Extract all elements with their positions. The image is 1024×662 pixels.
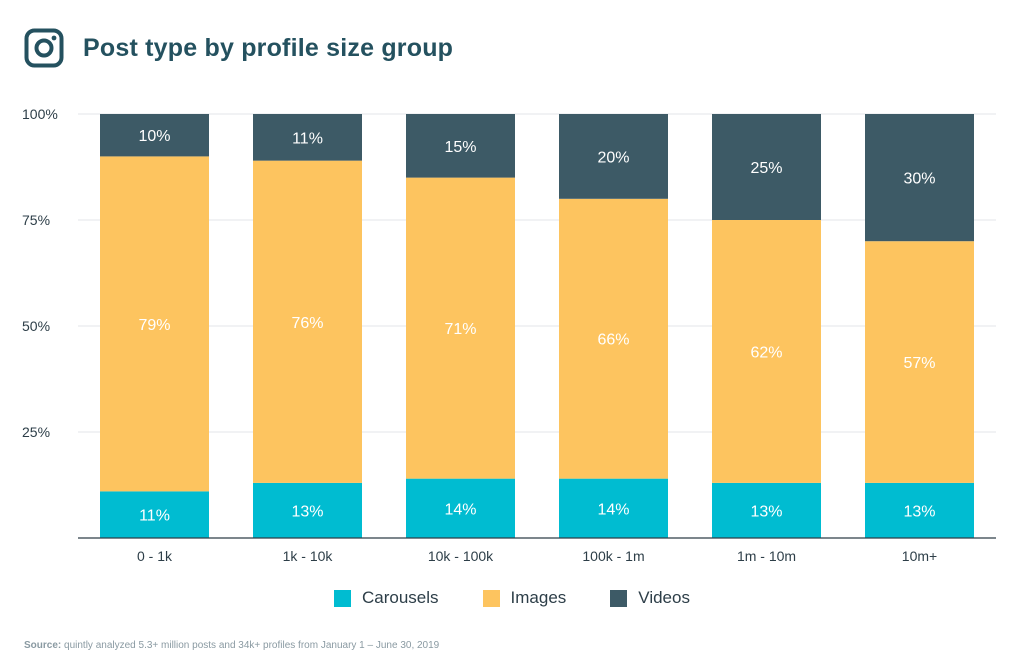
chart-title: Post type by profile size group — [83, 33, 454, 62]
chart-legend: Carousels Images Videos — [0, 586, 1024, 610]
chart-header: Post type by profile size group — [24, 28, 453, 68]
bar-segment-carousels — [865, 482, 974, 538]
label-layer: 25% 50% 75% 100% 11% 79% 10% 0 - 1k 13% 76% 11% 1k … — [22, 106, 996, 564]
bar-segment-images — [406, 177, 515, 479]
bar-segment-carousels — [712, 482, 821, 538]
data-label: 62% — [750, 344, 782, 361]
x-tick-label: 10m+ — [902, 548, 937, 564]
legend-label: Images — [510, 588, 567, 607]
source-text: quintly analyzed 5.3+ million posts and … — [61, 640, 440, 651]
bar-segment-images — [253, 160, 362, 483]
legend-item-images: Images — [482, 588, 567, 608]
y-tick-label: 100% — [22, 106, 58, 122]
y-tick-label: 25% — [22, 424, 50, 440]
bar-segment-videos — [559, 114, 668, 199]
data-label: 76% — [291, 315, 323, 332]
legend-swatch — [334, 589, 351, 607]
legend-swatch — [610, 589, 628, 607]
data-label: 30% — [903, 171, 935, 188]
bar-segment-videos — [865, 114, 974, 242]
x-tick-label: 0 - 1k — [137, 548, 173, 564]
data-label: 15% — [444, 139, 476, 156]
grid-layer — [78, 113, 996, 433]
bar-segment-carousels — [253, 482, 362, 538]
data-label: 13% — [903, 503, 935, 520]
bar-segment-videos — [100, 114, 209, 157]
data-label: 79% — [138, 317, 170, 334]
x-tick-label: 1k - 10k — [283, 548, 334, 564]
data-label: 13% — [291, 503, 323, 520]
bar-layer — [100, 114, 974, 538]
stacked-bar-chart: 25% 50% 75% 100% 11% 79% 10% 0 - 1k 13% 76% 11% 1k … — [22, 106, 996, 564]
data-label: 25% — [750, 160, 782, 177]
data-label: 57% — [903, 355, 935, 372]
bar-segment-carousels — [100, 491, 209, 538]
x-tick-label: 1m - 10m — [737, 548, 796, 564]
bar-segment-carousels — [559, 478, 668, 538]
source-label: Source: — [24, 640, 62, 651]
bar-segment-videos — [253, 114, 362, 161]
data-label: 11% — [292, 130, 323, 147]
bar-segment-images — [559, 198, 668, 479]
bar-segment-images — [865, 241, 974, 483]
y-tick-label: 75% — [22, 212, 50, 228]
legend-label: Videos — [638, 588, 690, 607]
data-label: 10% — [138, 128, 170, 145]
bar-segment-images — [100, 156, 209, 492]
legend-label: Carousels — [362, 588, 439, 607]
data-label: 20% — [597, 149, 629, 166]
x-tick-label: 10k - 100k — [428, 548, 494, 564]
bar-segment-videos — [406, 114, 515, 178]
legend-item-carousels: Carousels — [334, 588, 439, 608]
x-tick-label: 100k - 1m — [582, 548, 644, 564]
data-label: 66% — [597, 332, 629, 349]
data-label: 13% — [750, 503, 782, 520]
data-label: 11% — [139, 508, 170, 525]
legend-swatch — [482, 589, 500, 607]
data-label: 14% — [597, 501, 629, 518]
bar-segment-videos — [712, 114, 821, 220]
data-label: 14% — [444, 501, 476, 518]
bar-segment-images — [712, 220, 821, 483]
legend-item-videos: Videos — [610, 588, 690, 608]
data-label: 71% — [444, 321, 476, 338]
bar-segment-carousels — [406, 478, 515, 538]
y-tick-label: 50% — [22, 318, 50, 334]
source-note: Source: quintly analyzed 5.3+ million po… — [24, 640, 439, 651]
instagram-icon — [24, 28, 64, 68]
